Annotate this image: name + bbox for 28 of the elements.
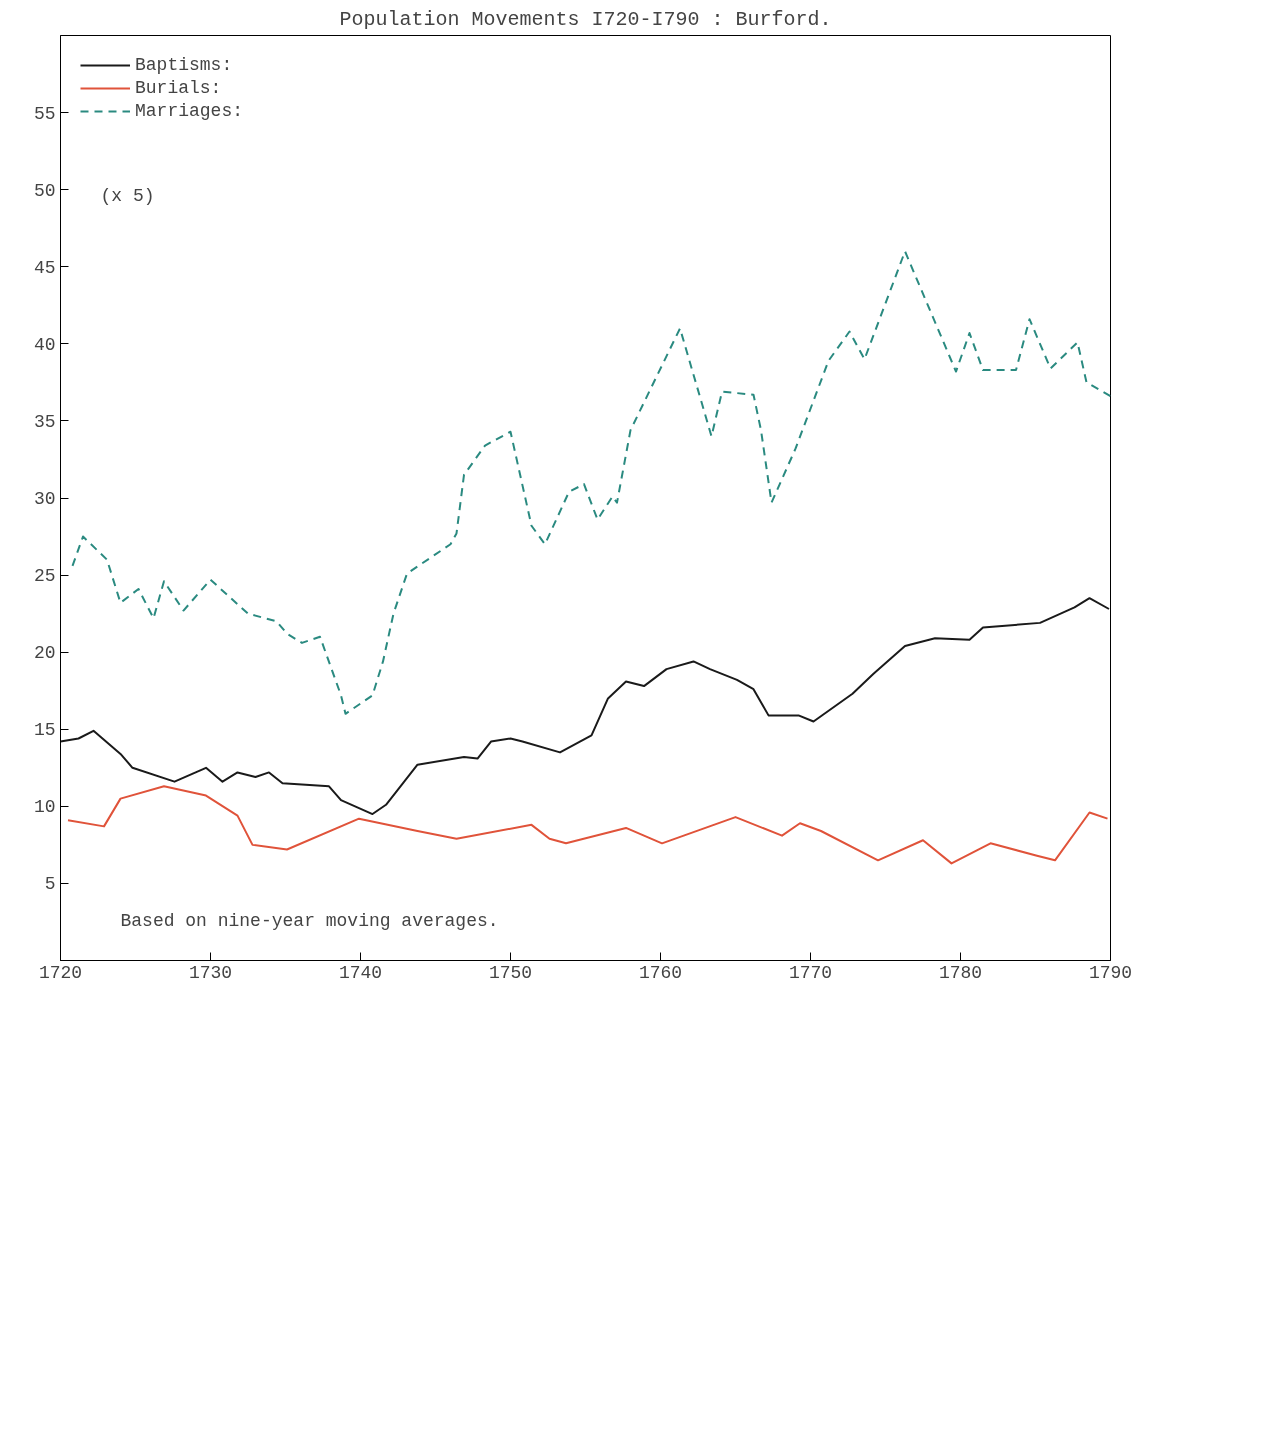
x-tick-label: 1740 [338, 962, 383, 983]
annotation: Based on nine-year moving averages. [120, 910, 499, 931]
x-tick-label: 1760 [638, 962, 683, 983]
y-tick-label: 40 [33, 334, 56, 355]
x-tick-label: 1790 [1088, 962, 1133, 983]
y-tick-label: 45 [33, 257, 56, 278]
annotation: (x 5) [100, 185, 155, 206]
y-tick-label: 5 [44, 874, 56, 895]
legend-label: Baptisms: [135, 55, 233, 75]
x-tick-label: 1730 [188, 962, 233, 983]
y-tick-label: 25 [33, 566, 56, 587]
y-tick-label: 10 [33, 797, 56, 818]
x-tick-label: 1720 [38, 962, 83, 983]
y-tick-label: 15 [33, 720, 56, 741]
line-series [67, 785, 1109, 865]
chart-title: Population Movements I720-I790 : Burford. [339, 7, 832, 31]
legend-label: Burials: [135, 78, 222, 98]
legend-label: Marriages: [135, 101, 244, 121]
y-tick-label: 20 [33, 643, 56, 664]
x-tick-label: 1780 [938, 962, 983, 983]
x-tick-label: 1750 [488, 962, 533, 983]
y-tick-label: 35 [33, 411, 56, 432]
x-tick-label: 1770 [788, 962, 833, 983]
y-tick-label: 30 [33, 489, 56, 509]
line-series [71, 250, 1111, 715]
line-series [60, 597, 1110, 816]
y-tick-label: 50 [33, 180, 56, 201]
y-tick-label: 55 [33, 103, 56, 124]
